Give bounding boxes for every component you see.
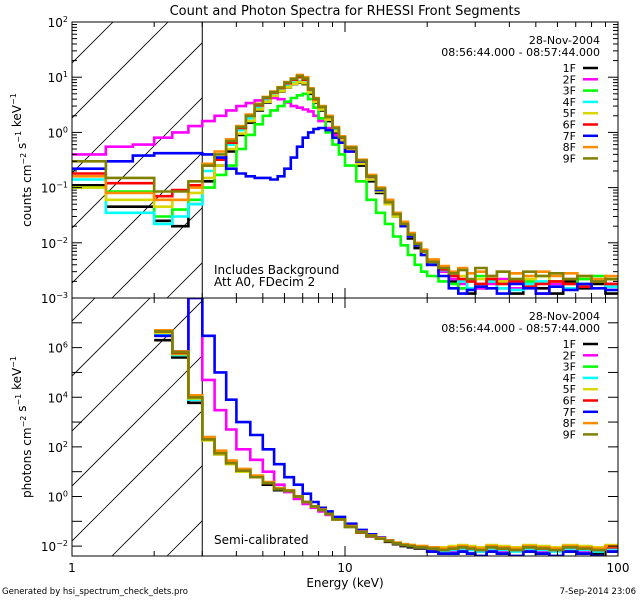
- legend-label: 2F: [563, 73, 576, 86]
- legend-label: 9F: [563, 428, 576, 441]
- y-tick-label: 104: [48, 390, 68, 405]
- date-label: 28-Nov-2004: [529, 310, 600, 323]
- y-tick-label: 106: [48, 341, 68, 356]
- hatch-line: [72, 22, 114, 64]
- hatch-line: [72, 298, 151, 377]
- legend-label: 3F: [563, 361, 576, 374]
- legend-label: 1F: [563, 62, 576, 75]
- hatch-line: [72, 97, 203, 229]
- legend-label: 7F: [563, 406, 576, 419]
- hatch-line: [72, 298, 96, 322]
- annotation-text: Semi-calibrated: [214, 533, 309, 547]
- annotation-text: Includes Background: [214, 263, 339, 277]
- series-line-2F: [154, 298, 618, 553]
- hatch-line: [222, 0, 522, 298]
- hatch-line: [72, 42, 203, 174]
- hatch-line: [222, 256, 522, 556]
- series-line-8F: [154, 329, 618, 550]
- hatch-line: [72, 22, 169, 119]
- panel-count-spectrum: 10−3 10−2 10−1 100 101 102 counts cm−2 s−1 keV…: [0, 0, 640, 306]
- hatched-region: [0, 0, 640, 298]
- hatch-line: [166, 520, 203, 556]
- series-line-3F: [154, 331, 618, 552]
- footer-generated-by: Generated by hsi_spectrum_check_dets.pro: [2, 587, 188, 597]
- legend-label: 1F: [563, 338, 576, 351]
- series-line-6F: [154, 330, 618, 552]
- y-tick-label: 10−2: [41, 539, 68, 554]
- y-tick-label: 100: [48, 125, 68, 140]
- hatch-line: [332, 256, 632, 556]
- x-tick-label: 10: [337, 561, 352, 575]
- x-tick-label: 1: [68, 561, 76, 575]
- legend-label: 9F: [563, 152, 576, 165]
- y-axis-label: photons cm−2 s−1 keV−1: [9, 356, 34, 498]
- y-tick-label: 10−3: [41, 291, 68, 306]
- figure-title: Count and Photon Spectra for RHESSI Fron…: [170, 4, 521, 19]
- y-tick-label: 102: [48, 440, 68, 455]
- hatch-line: [72, 152, 203, 284]
- series-group: [154, 298, 618, 556]
- legend-label: 8F: [563, 417, 576, 430]
- y-tick-label: 10−2: [41, 236, 68, 251]
- y-tick-label: 101: [48, 70, 68, 85]
- hatch-line: [72, 410, 203, 542]
- hatch-line: [72, 300, 203, 432]
- x-axis-label: Energy (keV): [306, 576, 383, 590]
- legend-label: 6F: [563, 119, 576, 132]
- legend-label: 8F: [563, 141, 576, 154]
- y-tick-label: 10−1: [41, 181, 68, 196]
- hatch-line: [111, 465, 203, 556]
- annotation-text: Att A0, FDecim 2: [214, 275, 315, 289]
- hatch-line: [0, 0, 82, 298]
- legend-label: 3F: [563, 85, 576, 98]
- hatch-line: [72, 355, 203, 487]
- series-line-7F: [154, 298, 618, 556]
- legend-label: 6F: [563, 395, 576, 408]
- hatch-line: [387, 0, 640, 298]
- series-line-9F: [72, 74, 618, 283]
- date-label: 28-Nov-2004: [529, 34, 600, 47]
- hatch-line: [442, 256, 640, 556]
- panel-photon-spectrum: 10−2 100 102 104 106 1 10 100 Energy (keV) photon…: [9, 256, 640, 590]
- x-tick-label: 100: [607, 561, 630, 575]
- series-line-5F: [154, 331, 618, 549]
- y-tick-label: 102: [48, 15, 68, 30]
- legend-label: 4F: [563, 372, 576, 385]
- hatched-region: [72, 256, 640, 556]
- legend-label: 4F: [563, 96, 576, 109]
- hatch-line: [111, 207, 203, 298]
- y-axis-label: counts cm−2 s−1 keV−1: [9, 93, 34, 227]
- series-line-9F: [154, 330, 607, 556]
- time-range-label: 08:56:44.000 - 08:57:44.000: [441, 322, 600, 335]
- series-line-4F: [154, 332, 618, 553]
- legend-label: 7F: [563, 130, 576, 143]
- y-tick-label: 100: [48, 490, 68, 505]
- time-range-label: 08:56:44.000 - 08:57:44.000: [441, 46, 600, 59]
- footer-date: 7-Sep-2014 23:06: [560, 587, 636, 597]
- legend-label: 5F: [563, 107, 576, 120]
- hatch-line: [387, 256, 640, 556]
- series-group: [72, 73, 618, 295]
- legend-label: 5F: [563, 383, 576, 396]
- legend-label: 2F: [563, 349, 576, 362]
